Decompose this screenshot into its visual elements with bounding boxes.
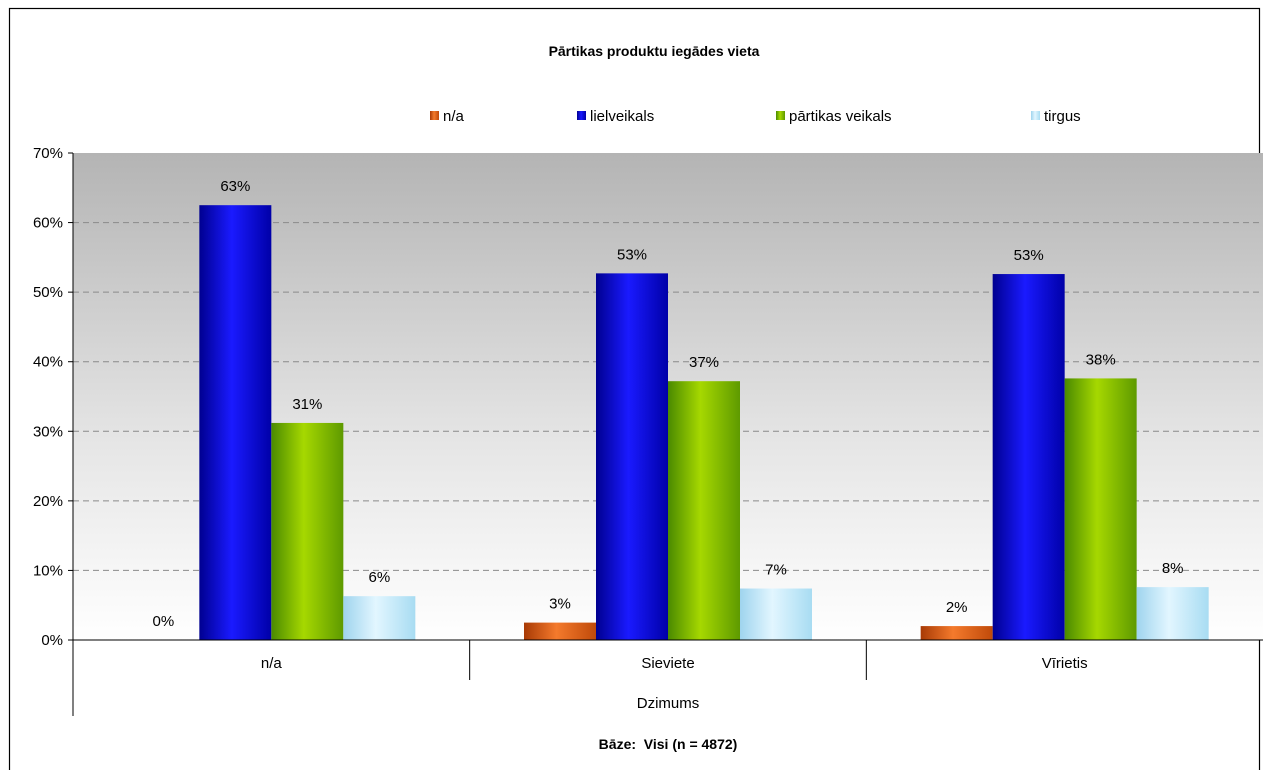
legend-label: tirgus — [1044, 108, 1081, 125]
y-tick-label: 50% — [33, 284, 63, 301]
y-tick-label: 70% — [33, 145, 63, 162]
legend: n/a lielveikals pārtikas veikals tirgus — [430, 108, 1081, 125]
legend-swatch — [776, 111, 785, 120]
legend-swatch — [1031, 111, 1040, 120]
bar — [343, 596, 416, 640]
data-label: 53% — [1014, 247, 1044, 264]
x-tick-label: Sieviete — [641, 655, 694, 672]
group-label: Dzimums — [637, 695, 700, 712]
bar — [668, 381, 740, 640]
y-tick-label: 60% — [33, 215, 63, 232]
bars: 0% 3% 2% 63% 53% 53% 31% 37% 38% 6% 7% 8% — [152, 178, 1209, 640]
bar — [199, 205, 272, 640]
bar — [1064, 378, 1137, 640]
bar — [1136, 587, 1209, 640]
legend-swatch — [577, 111, 586, 120]
legend-label: lielveikals — [590, 108, 654, 125]
chart-title: Pārtikas produktu iegādes vieta — [549, 43, 760, 59]
y-tick-label: 40% — [33, 354, 63, 371]
bar — [524, 622, 596, 640]
bar — [740, 588, 812, 640]
bar — [596, 273, 668, 640]
data-label: 38% — [1086, 351, 1116, 368]
base-note: Bāze: Visi (n = 4872) — [599, 736, 738, 752]
y-tick-label: 10% — [33, 562, 63, 579]
data-label: 37% — [689, 354, 719, 371]
bar — [271, 422, 344, 640]
data-label: 0% — [152, 613, 174, 630]
legend-swatch — [430, 111, 439, 120]
data-label: 63% — [220, 178, 250, 195]
bar — [992, 274, 1065, 640]
y-tick-label: 0% — [41, 632, 63, 649]
data-label: 3% — [549, 596, 571, 613]
legend-label: pārtikas veikals — [789, 108, 892, 125]
data-label: 8% — [1162, 560, 1184, 577]
x-axis: n/a Sieviete Vīrietis — [72, 639, 1263, 716]
y-axis: 0% 10% 20% 30% 40% 50% 60% 70% — [33, 145, 74, 649]
x-tick-label: Vīrietis — [1042, 655, 1088, 672]
data-label: 7% — [765, 562, 787, 579]
data-label: 2% — [946, 599, 968, 616]
data-label: 53% — [617, 246, 647, 263]
y-tick-label: 20% — [33, 493, 63, 510]
x-tick-label: n/a — [261, 655, 283, 672]
data-label: 31% — [292, 396, 322, 413]
y-tick-label: 30% — [33, 423, 63, 440]
bar — [920, 626, 993, 640]
data-label: 6% — [368, 569, 390, 586]
legend-label: n/a — [443, 108, 465, 125]
